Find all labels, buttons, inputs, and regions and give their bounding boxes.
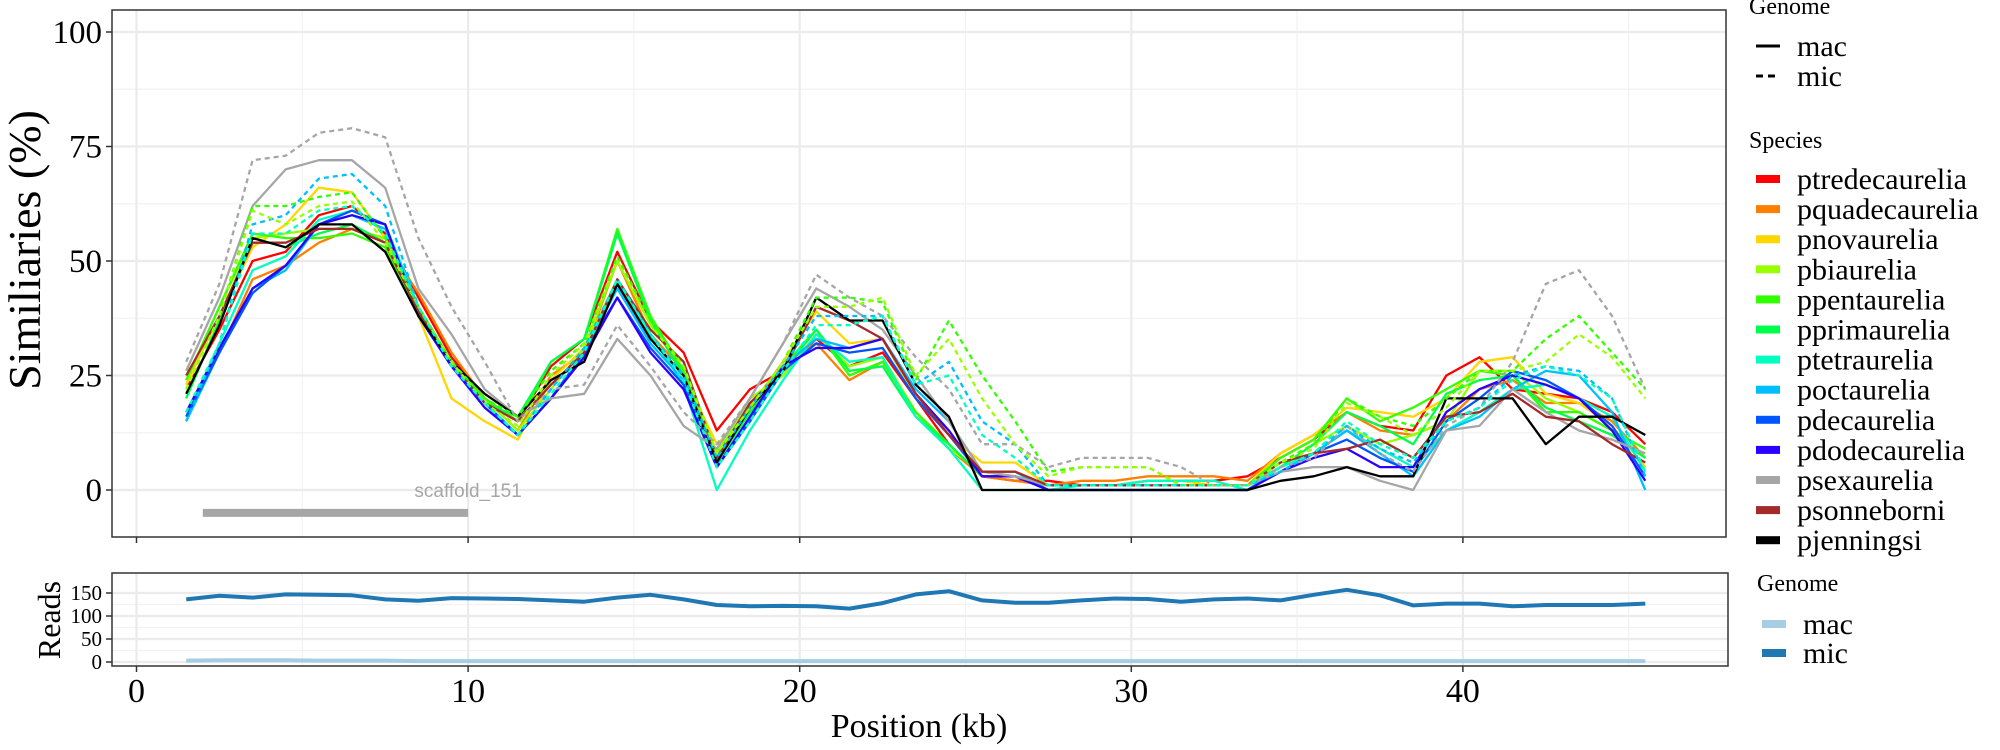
y-tick-label: 25: [69, 359, 102, 395]
series-line-poctaurelia-mac: [185, 214, 1647, 492]
legend-key-pdecaurelia: [1756, 415, 1780, 424]
reads-y-tick-label: 150: [71, 581, 103, 605]
reads-panel-border: [111, 572, 1729, 667]
reads-line-mac: [186, 658, 1646, 664]
legend-key-pbiaurelia: [1756, 265, 1780, 274]
legend-key-pprimaurelia: [1756, 325, 1780, 334]
legend-label-ptetraurelia: ptetraurelia: [1797, 344, 1934, 377]
similarity-panel-border: [111, 9, 1727, 538]
legend-label-mic: mic: [1797, 60, 1842, 93]
series-line-pdodecaurelia-mac: [185, 214, 1647, 492]
y-tick-label: 0: [86, 473, 103, 509]
legend-label-mac: mac: [1797, 30, 1847, 63]
legend-label-pprimaurelia: pprimaurelia: [1797, 314, 1950, 347]
legend-label-psexaurelia: psexaurelia: [1797, 464, 1934, 497]
y-tick-label: 75: [69, 130, 102, 166]
legend-label-pdodecaurelia: pdodecaurelia: [1797, 434, 1965, 467]
legend-label-pbiaurelia: pbiaurelia: [1797, 253, 1917, 286]
series-line-ptetraurelia-mic: [185, 204, 1647, 487]
legend-genome-title: Genome: [1749, 0, 1830, 20]
x-tick-label: 40: [1446, 673, 1480, 710]
legend-key-poctaurelia: [1756, 385, 1780, 394]
legend-reads-genome-title: Genome: [1757, 571, 1838, 597]
reads-y-tick-label: 100: [71, 604, 103, 628]
reads-y-tick-label: 0: [92, 650, 103, 674]
legend-label-ptredecaurelia: ptredecaurelia: [1797, 163, 1967, 196]
series-line-pjenningsi-mac: [185, 223, 1646, 492]
reads-line-mic: [185, 587, 1646, 611]
reads-grid: [112, 573, 1728, 666]
reads-series: [185, 587, 1646, 664]
similarity-grid: [112, 10, 1726, 537]
legend-species-title: Species: [1749, 128, 1822, 154]
series-line-poctaurelia-mic: [185, 172, 1647, 487]
x-tick-label: 10: [451, 673, 485, 710]
legend-label-pjenningsi: pjenningsi: [1797, 524, 1922, 557]
legend-key-pdodecaurelia: [1756, 445, 1780, 454]
legend-key-reads-mic: [1762, 649, 1786, 657]
similarity-series: [185, 127, 1647, 492]
legend-key-ppentaurelia: [1756, 295, 1780, 304]
legend-key-ptetraurelia: [1756, 355, 1780, 364]
x-tick-label: 30: [1114, 673, 1148, 710]
legend-label-ppentaurelia: ppentaurelia: [1797, 283, 1945, 316]
reads-y-axis-title: Reads: [31, 581, 67, 659]
scaffold-label: scaffold_151: [414, 481, 521, 502]
legend-key-psonneborni: [1756, 506, 1780, 515]
legend-label-reads-mic: mic: [1803, 637, 1848, 670]
y-tick-label: 100: [53, 15, 103, 51]
y-tick-label: 50: [69, 244, 102, 280]
legend-label-pdecaurelia: pdecaurelia: [1797, 404, 1935, 437]
series-line-psexaurelia-mic: [185, 127, 1647, 487]
legend-label-psonneborni: psonneborni: [1797, 494, 1945, 527]
reads-y-tick-label: 50: [81, 627, 102, 651]
legend-key-pjenningsi: [1756, 536, 1780, 545]
legend-key-reads-mac: [1762, 620, 1786, 628]
y-axis-title: Similiaries (%): [0, 110, 50, 390]
legend-key-ptredecaurelia: [1756, 175, 1780, 183]
legend-key-pquadecaurelia: [1756, 205, 1780, 214]
x-tick-label: 0: [128, 673, 145, 710]
legend-label-pnovaurelia: pnovaurelia: [1797, 223, 1939, 256]
legend-label-reads-mac: mac: [1803, 608, 1853, 641]
legend-key-pnovaurelia: [1756, 235, 1780, 244]
x-axis-title: Position (kb): [831, 708, 1008, 745]
legend-key-psexaurelia: [1756, 476, 1780, 484]
legend-label-poctaurelia: poctaurelia: [1797, 374, 1930, 407]
legend-label-pquadecaurelia: pquadecaurelia: [1797, 193, 1979, 226]
x-tick-label: 20: [783, 673, 817, 710]
